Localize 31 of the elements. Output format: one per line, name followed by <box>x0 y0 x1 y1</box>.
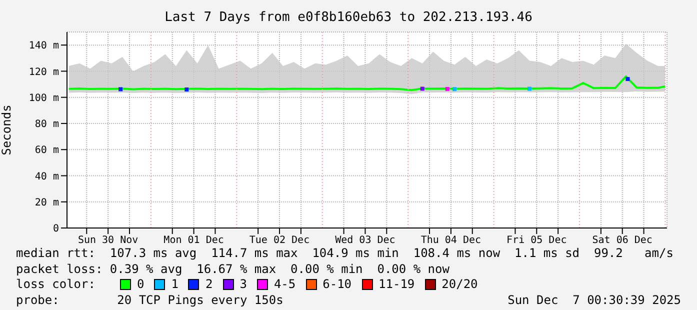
y-tick-label: 0 <box>52 224 59 235</box>
y-tick-label: 20 m <box>34 197 59 208</box>
legend-label: 6-10 <box>322 277 352 292</box>
y-tick-label: 140 m <box>28 40 59 52</box>
legend-title: loss color: <box>16 277 96 292</box>
x-tick-label: Mon 01 Dec <box>164 235 224 246</box>
x-tick-label: Fri 05 Dec <box>506 235 567 246</box>
text: median rtt: 107.3 ms avg 114.7 ms max 104.9 ms min 108.4 ms now 1.1 ms sd 99.2 am/s <box>16 246 674 262</box>
y-tick-label: 100 m <box>28 92 59 104</box>
legend-label: 3 <box>238 277 247 292</box>
legend-label: 0 <box>136 277 144 292</box>
y-tick-label: 60 m <box>34 145 59 156</box>
x-tick-label: Sun 30 Nov <box>78 235 138 246</box>
text: packet loss: 0.39 % avg 16.67 % max 0.00 % min 0.00 % now <box>16 262 450 277</box>
x-tick-label: Sat 06 Dec <box>592 235 652 246</box>
y-axis-title: Seconds <box>0 104 14 156</box>
legend-label: 4-5 <box>272 277 296 292</box>
y-tick-label: 120 m <box>28 66 59 78</box>
legend-label: 11-19 <box>378 277 415 292</box>
y-tick-label: 80 m <box>34 119 59 130</box>
x-tick-label: Wed 03 Dec <box>335 235 396 246</box>
legend-label: 20/20 <box>440 277 478 292</box>
chart-title: Last 7 Days from e0f8b160eb63 to 202.213.193.46 <box>164 10 534 25</box>
legend-label: 1 <box>170 277 178 292</box>
line-series <box>68 75 666 92</box>
text: probe: 20 TCP Pings every 150s <box>16 292 284 308</box>
legend-label: 2 <box>204 277 213 292</box>
x-tick-label: Thu 04 Dec <box>420 235 482 246</box>
x-tick-label: Tue 02 Dec <box>249 235 310 246</box>
y-tick-label: 40 m <box>34 171 59 182</box>
text: Sun Dec 7 00:30:39 2025 <box>508 292 681 308</box>
